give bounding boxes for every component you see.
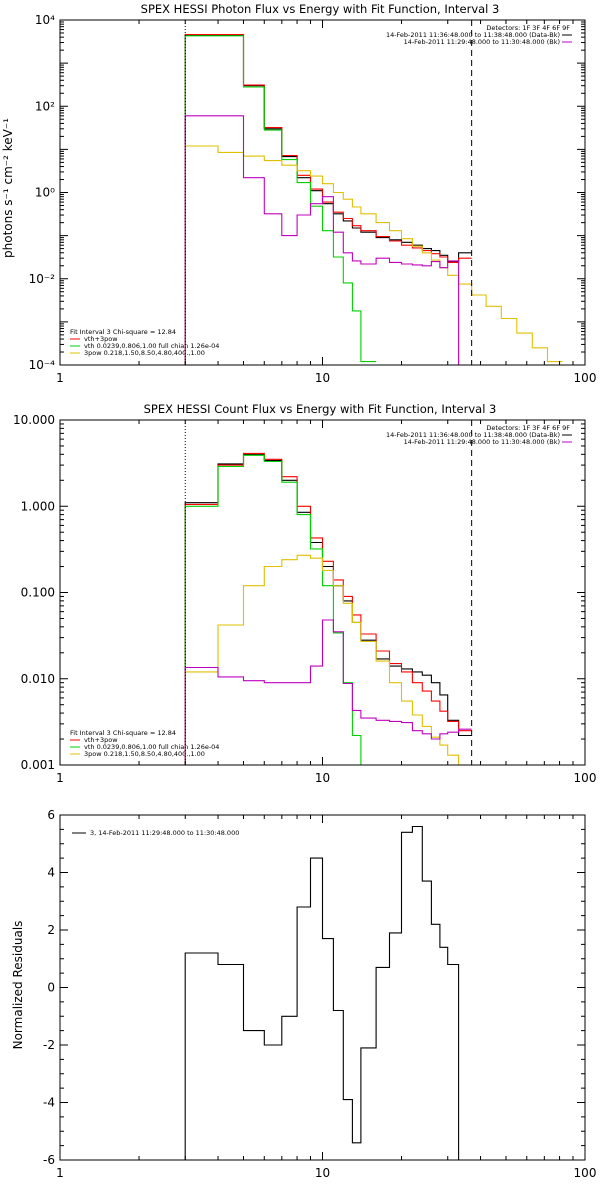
series-line-4 bbox=[184, 115, 472, 365]
series-line-2 bbox=[184, 35, 377, 365]
x-tick-label: 10 bbox=[315, 771, 330, 785]
x-axis: 1 10 100 bbox=[56, 20, 596, 385]
series-line-3 bbox=[184, 145, 563, 365]
fit-legend: Fit Interval 3 Chi-square = 12.84 vth+3p… bbox=[70, 328, 219, 357]
y-tick-label: 2 bbox=[47, 923, 55, 937]
x-tick-label: 1 bbox=[56, 771, 64, 785]
y-axis: 0.001 0.010 0.100 1.000 10.000 bbox=[13, 413, 585, 772]
x-tick-label: 1 bbox=[56, 1166, 64, 1180]
fit-interval-text: Fit Interval 3 Chi-square = 12.84 bbox=[70, 729, 176, 737]
y-tick-label: 0.010 bbox=[21, 672, 55, 686]
y-tick-label: 1.000 bbox=[21, 499, 55, 513]
vth-params-text: vth 0.0239,0.806,1.00 full chian 1.26e-0… bbox=[84, 743, 219, 751]
x-tick-label: 100 bbox=[574, 371, 597, 385]
data-interval-text: 14-Feb-2011 11:36:48.000 to 11:38:48.000… bbox=[386, 31, 560, 39]
x-tick-label: 10 bbox=[315, 1166, 330, 1180]
fit-legend: Fit Interval 3 Chi-square = 12.84 vth+3p… bbox=[70, 729, 219, 758]
x-axis: 1 10 100 bbox=[56, 420, 596, 785]
series-line-2 bbox=[184, 454, 377, 765]
series-line-0 bbox=[184, 34, 472, 365]
y-tick-label: 4 bbox=[47, 866, 55, 880]
fit-interval-text: Fit Interval 3 Chi-square = 12.84 bbox=[70, 328, 176, 336]
residuals-panel: Normalized Residuals 3, 14-Feb-2011 11:2… bbox=[11, 808, 596, 1180]
chart-title: SPEX HESSI Photon Flux vs Energy with Fi… bbox=[141, 2, 500, 16]
fit-function-text: vth+3pow bbox=[84, 335, 118, 343]
count-flux-panel: SPEX HESSI Count Flux vs Energy with Fit… bbox=[13, 402, 596, 785]
y-tick-label: 0.100 bbox=[21, 586, 55, 600]
detectors-text: Detectors: 1F 3F 4F 6F 9F bbox=[486, 424, 570, 432]
3pow-params-text: 3pow 0.218,1.50,8.50,4.80,400.,1.00 bbox=[84, 750, 205, 758]
series-line-4 bbox=[184, 619, 472, 765]
y-tick-label: 0.001 bbox=[21, 758, 55, 772]
detectors-text: Detectors: 1F 3F 4F 6F 9F bbox=[486, 24, 570, 32]
3pow-params-text: 3pow 0.218,1.50,8.50,4.80,400.,1.00 bbox=[84, 349, 205, 357]
y-tick-label: 10⁴ bbox=[35, 13, 55, 27]
series-line-1 bbox=[184, 33, 472, 365]
y-tick-label: -6 bbox=[43, 1153, 55, 1167]
series-group bbox=[184, 825, 472, 1160]
x-tick-label: 10 bbox=[315, 371, 330, 385]
photon-flux-panel: SPEX HESSI Photon Flux vs Energy with Fi… bbox=[1, 2, 596, 385]
y-tick-label: 10² bbox=[35, 99, 55, 113]
y-axis-label: Normalized Residuals bbox=[11, 921, 25, 1050]
series-group bbox=[184, 452, 472, 765]
series-line-0 bbox=[184, 453, 472, 765]
y-tick-label: 6 bbox=[47, 808, 55, 822]
x-tick-label: 100 bbox=[574, 1166, 597, 1180]
plot-frame bbox=[59, 419, 586, 766]
series-group bbox=[184, 33, 563, 365]
y-tick-label: 10.000 bbox=[13, 413, 55, 427]
y-tick-label: -4 bbox=[43, 1096, 55, 1110]
header-legend: Detectors: 1F 3F 4F 6F 9F 14-Feb-2011 11… bbox=[386, 424, 572, 446]
series-line-0 bbox=[184, 825, 472, 1160]
y-tick-label: -2 bbox=[43, 1038, 55, 1052]
y-axis: 10⁻⁴ 10⁻² 10⁰ 10² 10⁴ bbox=[29, 13, 585, 372]
y-axis: -6 -4 -2 0 2 4 6 bbox=[43, 808, 585, 1167]
residuals-legend-text: 3, 14-Feb-2011 11:29:48.000 to 11:30:48.… bbox=[90, 829, 239, 837]
vth-params-text: vth 0.0239,0.806,1.00 full chian 1.26e-0… bbox=[84, 342, 219, 350]
chart-title: SPEX HESSI Count Flux vs Energy with Fit… bbox=[144, 402, 497, 416]
y-tick-label: 10⁻² bbox=[29, 272, 56, 286]
y-axis-label: photons s⁻¹ cm⁻² keV⁻¹ bbox=[1, 118, 15, 258]
y-tick-label: 10⁻⁴ bbox=[29, 358, 56, 372]
series-line-1 bbox=[184, 452, 472, 765]
background-interval-text: 14-Feb-2011 11:29:48.000 to 11:30:48.000… bbox=[404, 38, 560, 46]
fit-function-text: vth+3pow bbox=[84, 736, 118, 744]
x-axis: 1 10 100 bbox=[56, 815, 596, 1180]
x-tick-label: 100 bbox=[574, 771, 597, 785]
header-legend: Detectors: 1F 3F 4F 6F 9F 14-Feb-2011 11… bbox=[386, 24, 572, 46]
data-interval-text: 14-Feb-2011 11:36:48.000 to 11:38:48.000… bbox=[386, 431, 560, 439]
background-interval-text: 14-Feb-2011 11:29:48.000 to 11:30:48.000… bbox=[404, 438, 560, 446]
residuals-legend: 3, 14-Feb-2011 11:29:48.000 to 11:30:48.… bbox=[72, 829, 239, 837]
y-tick-label: 0 bbox=[47, 981, 55, 995]
x-tick-label: 1 bbox=[56, 371, 64, 385]
y-tick-label: 10⁰ bbox=[35, 186, 55, 200]
